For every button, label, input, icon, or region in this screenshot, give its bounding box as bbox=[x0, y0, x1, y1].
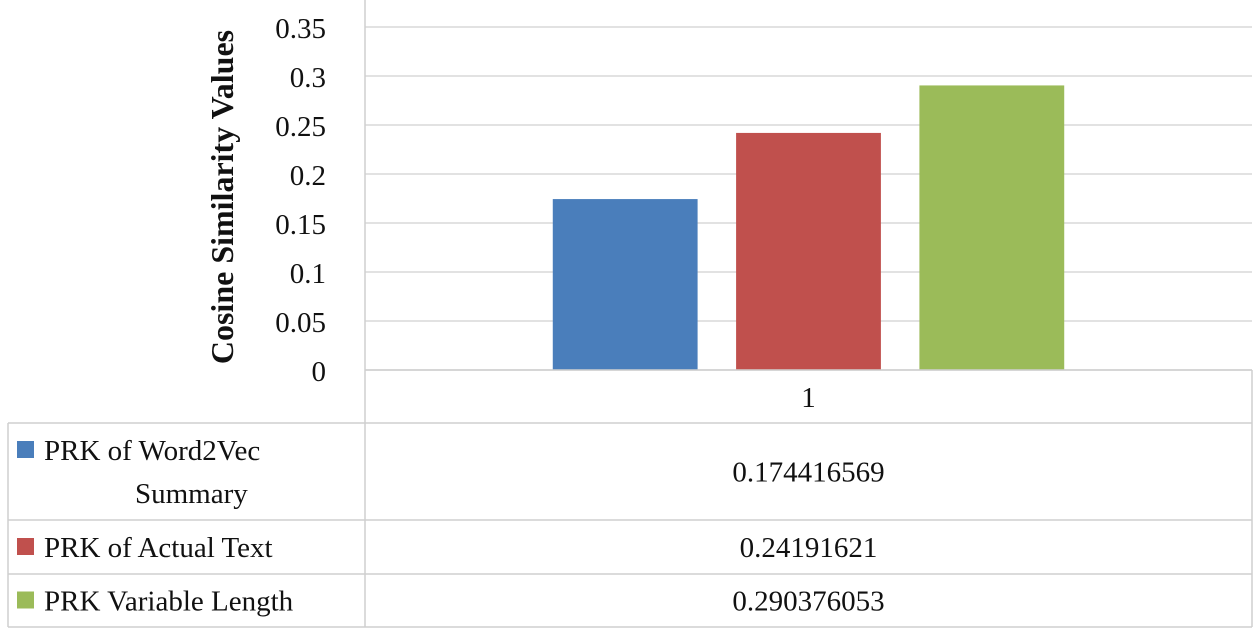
data-table: 1 PRK of Word2Vec Summary 0.174416569 PRK of… bbox=[7, 0, 1253, 628]
legend-key bbox=[17, 441, 34, 458]
legend-entry: PRK of Actual Text bbox=[44, 532, 273, 564]
data-label: 0.290376053 bbox=[732, 586, 884, 618]
y-tick-label: 0.35 bbox=[275, 13, 326, 45]
y-tick-label: 0 bbox=[312, 356, 327, 388]
y-tick-label: 0.2 bbox=[290, 160, 326, 192]
bar-1 bbox=[552, 199, 698, 370]
legend-entry: PRK of Word2Vec Summary bbox=[44, 435, 260, 510]
bars bbox=[552, 85, 1065, 371]
legend-entry: PRK Variable Length bbox=[44, 586, 294, 618]
y-tick-label: 0.1 bbox=[290, 258, 326, 290]
bar-2 bbox=[736, 132, 881, 370]
y-tick-label: 0.05 bbox=[275, 307, 326, 339]
data-label: 0.174416569 bbox=[732, 457, 884, 489]
y-axis-label: Cosine Similarity Values bbox=[204, 30, 240, 364]
legend-key bbox=[17, 538, 34, 555]
category-label: 1 bbox=[801, 382, 816, 414]
bar-3 bbox=[919, 85, 1065, 371]
data-label: 0.24191621 bbox=[740, 532, 878, 564]
y-tick-label: 0.3 bbox=[290, 62, 326, 94]
y-tick-label: 0.15 bbox=[275, 209, 326, 241]
legend-key bbox=[17, 591, 34, 609]
y-axis-ticks: 0 0.05 0.1 0.15 0.2 0.25 0.3 0.35 bbox=[275, 13, 326, 388]
y-tick-label: 0.25 bbox=[275, 111, 326, 143]
